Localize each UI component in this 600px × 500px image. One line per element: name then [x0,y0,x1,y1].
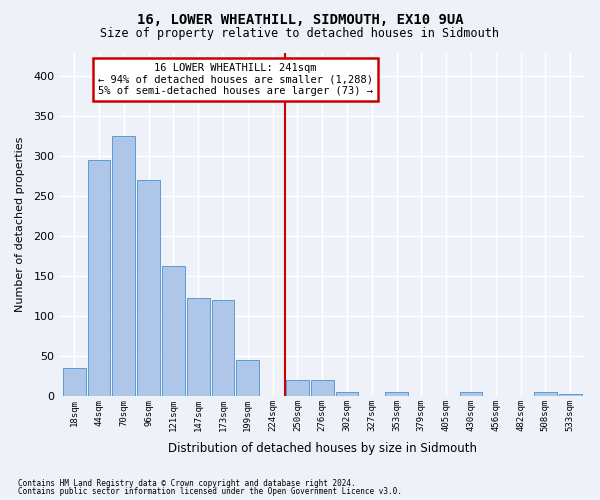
Bar [88,160,110,396]
X-axis label: Distribution of detached houses by size in Sidmouth: Distribution of detached houses by size … [167,442,476,455]
Bar [63,368,86,396]
Bar [286,380,309,396]
Bar [335,392,358,396]
Text: Contains public sector information licensed under the Open Government Licence v3: Contains public sector information licen… [18,488,402,496]
Text: Size of property relative to detached houses in Sidmouth: Size of property relative to detached ho… [101,28,499,40]
Bar [162,266,185,396]
Bar [385,392,408,396]
Bar [311,380,334,396]
Text: 16, LOWER WHEATHILL, SIDMOUTH, EX10 9UA: 16, LOWER WHEATHILL, SIDMOUTH, EX10 9UA [137,12,463,26]
Bar [559,394,581,396]
Bar [137,180,160,396]
Y-axis label: Number of detached properties: Number of detached properties [15,136,25,312]
Bar [236,360,259,396]
Bar [212,300,235,396]
Bar [460,392,482,396]
Bar [534,392,557,396]
Text: 16 LOWER WHEATHILL: 241sqm
← 94% of detached houses are smaller (1,288)
5% of se: 16 LOWER WHEATHILL: 241sqm ← 94% of deta… [98,63,373,96]
Bar [112,136,135,396]
Bar [187,298,209,396]
Text: Contains HM Land Registry data © Crown copyright and database right 2024.: Contains HM Land Registry data © Crown c… [18,478,356,488]
